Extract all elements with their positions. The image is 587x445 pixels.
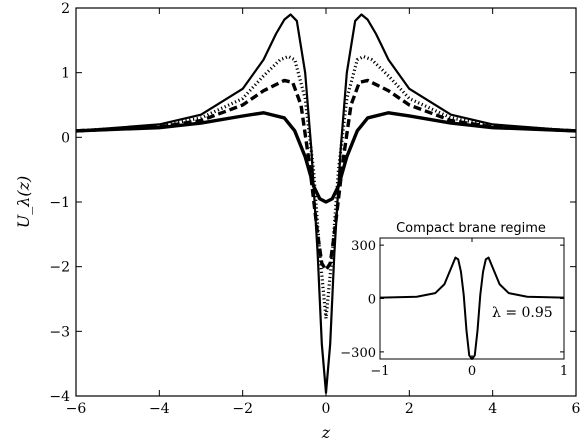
main-y-tick-label: 0: [61, 130, 70, 146]
main-series-dotted-1: [75, 54, 577, 320]
x-axis-label: z: [321, 423, 331, 442]
inset-x-tick-label: 0: [468, 364, 476, 379]
main-x-tick-label: 0: [322, 401, 331, 417]
inset-background: [380, 222, 569, 384]
main-series-solid-thick-3: [75, 111, 577, 204]
y-axis-label: U_λ(z): [14, 176, 33, 229]
inset-y-tick-label: 300: [351, 239, 376, 254]
inset-y-tick-label: 0: [368, 293, 376, 308]
inset-tick-labels: −1 0 1 −300 0 300: [340, 239, 568, 379]
inset-y-tick-label: −300: [340, 346, 376, 361]
inset-ticks: [379, 238, 565, 359]
inset-chart: −1 0 1 −300 0 300 Compact brane regime λ = 0.…: [340, 221, 569, 384]
inset-x-tick-label: 1: [560, 364, 568, 379]
main-y-tick-label: −2: [49, 260, 70, 276]
main-x-tick-label: −2: [232, 401, 253, 417]
main-y-tick-label: −3: [49, 324, 70, 340]
main-y-tick-label: −1: [49, 195, 70, 211]
main-x-tick-label: 4: [488, 401, 497, 417]
inset-x-tick-label: −1: [370, 364, 389, 379]
inset-lambda-annotation: λ = 0.95: [492, 305, 553, 321]
main-series-dashed-2: [75, 78, 577, 272]
main-x-tick-label: 2: [405, 401, 414, 417]
main-x-tick-label: −4: [149, 401, 170, 417]
inset-title: Compact brane regime: [396, 221, 546, 236]
main-ticks: [75, 7, 577, 397]
main-x-tick-label: −6: [66, 401, 87, 417]
main-y-tick-label: 2: [61, 1, 70, 17]
main-y-tick-label: −4: [49, 389, 70, 405]
main-y-tick-label: 1: [61, 66, 70, 82]
main-x-tick-label: 6: [572, 401, 581, 417]
